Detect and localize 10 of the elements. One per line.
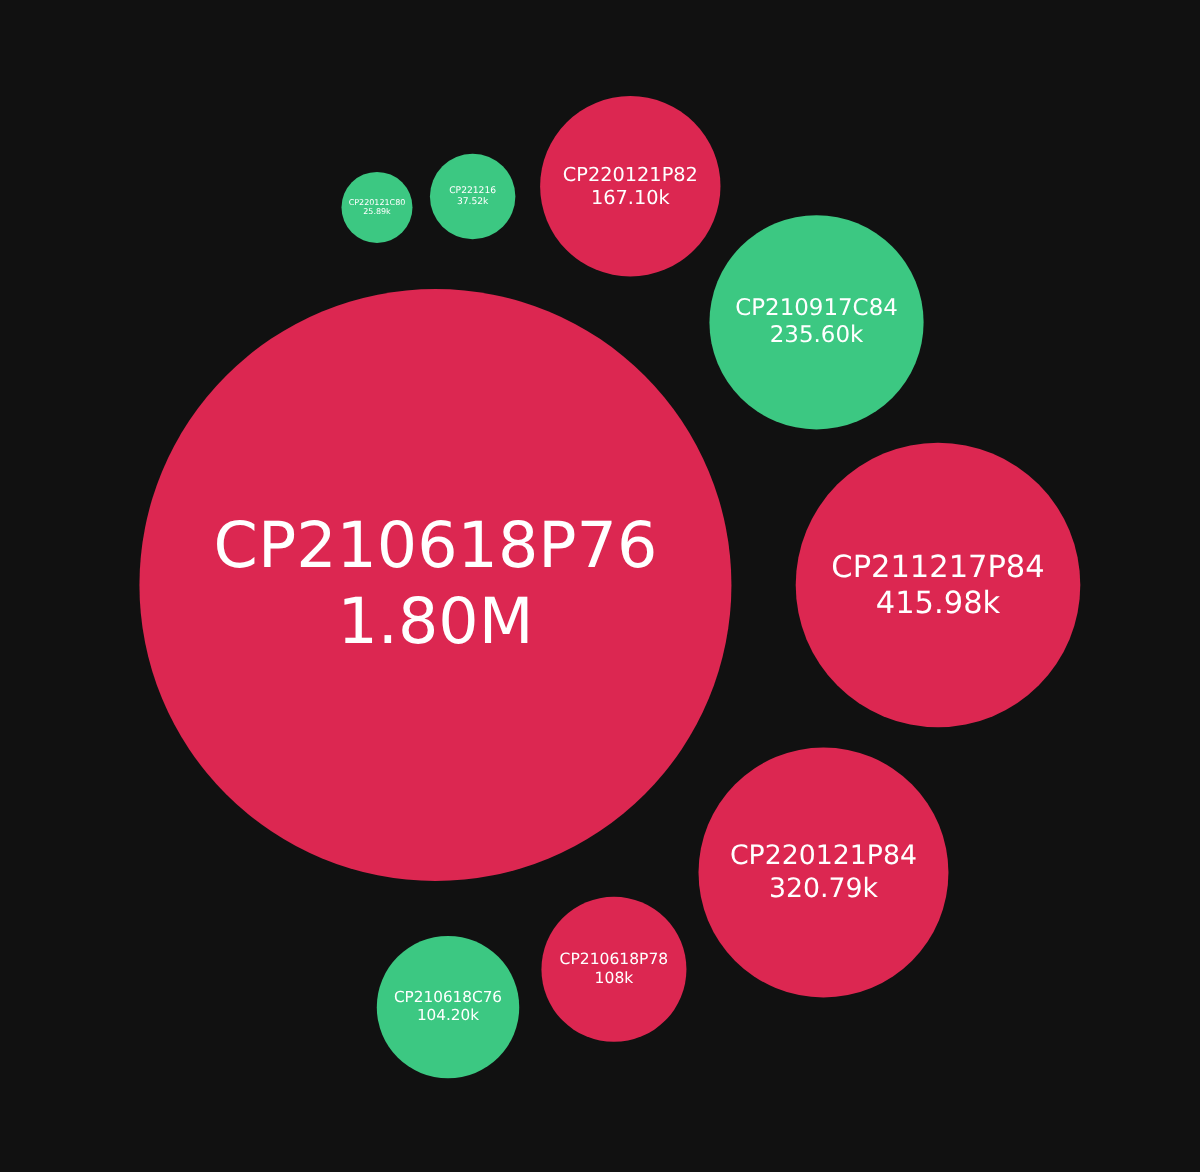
category-label: CP211217P84 (831, 548, 1045, 585)
category-label: CP220121P82 (562, 164, 698, 187)
category-label: CP220121P84 (729, 842, 918, 873)
data-label: 167.10k (590, 187, 671, 210)
data-label: 320.79k (768, 874, 879, 905)
data-label: 1.80M (337, 587, 534, 660)
category-label: CP210917C84 (735, 292, 898, 321)
data-label: 235.60k (769, 320, 864, 349)
data-label: 415.98k (875, 585, 1001, 622)
category-label: CP210618P76 (213, 510, 658, 583)
